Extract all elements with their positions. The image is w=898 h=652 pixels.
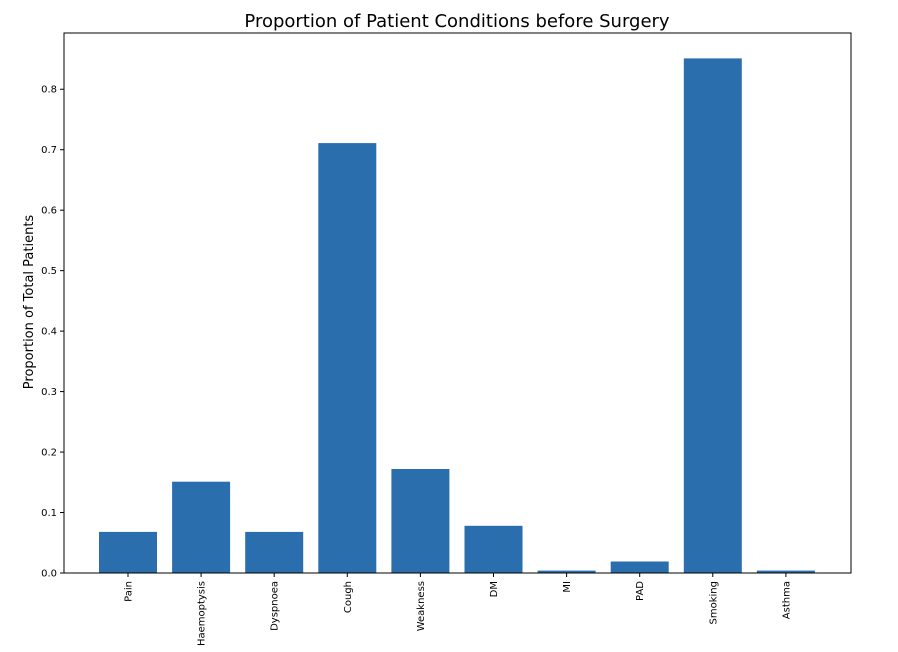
y-tick-label: 0.4 (41, 327, 57, 338)
bar-dm (464, 525, 523, 573)
x-tick-label-weakness: Weakness (416, 581, 427, 631)
y-tick-label: 0.1 (41, 508, 57, 519)
y-tick-label: 0.6 (41, 206, 57, 217)
bar-pain (99, 531, 157, 573)
bar-haemoptysis (172, 481, 231, 573)
y-axis: 0.0 0.1 0.2 0.3 0.4 0.5 0.6 0.7 0.8 (41, 85, 64, 580)
bar-asthma (756, 570, 815, 573)
x-tick-label-smoking: Smoking (708, 581, 719, 624)
x-tick-label-mi: MI (562, 581, 573, 593)
bar-weakness (391, 469, 450, 573)
x-tick-label-dyspnoea: Dyspnoea (270, 581, 281, 631)
y-tick-label: 0.2 (41, 448, 57, 459)
bars-group (99, 58, 815, 573)
y-tick-label: 0.3 (41, 387, 57, 398)
bar-mi (537, 570, 596, 573)
x-tick-label-pad: PAD (635, 581, 646, 601)
y-tick-label: 0.5 (41, 266, 57, 277)
x-tick-label-pain: Pain (124, 581, 135, 602)
y-axis-label: Proportion of Total Patients (22, 215, 37, 390)
chart-title: Proportion of Patient Conditions before … (244, 11, 670, 32)
x-tick-label-cough: Cough (343, 581, 354, 613)
bar-dyspnoea (245, 531, 304, 573)
plot-frame (63, 32, 852, 574)
x-axis: Pain Haemoptysis Dyspnoea Cough Weakness DM MI… (124, 573, 792, 646)
y-tick-label: 0.8 (41, 85, 57, 96)
bar-smoking (683, 58, 742, 573)
x-tick-label-dm: DM (489, 581, 500, 597)
y-tick-label: 0.7 (41, 145, 57, 156)
x-tick-label-asthma: Asthma (781, 581, 792, 619)
bar-cough (318, 143, 377, 573)
x-tick-label-haemoptysis: Haemoptysis (197, 581, 208, 646)
y-tick-label: 0.0 (41, 569, 57, 580)
bar-pad (610, 561, 669, 573)
